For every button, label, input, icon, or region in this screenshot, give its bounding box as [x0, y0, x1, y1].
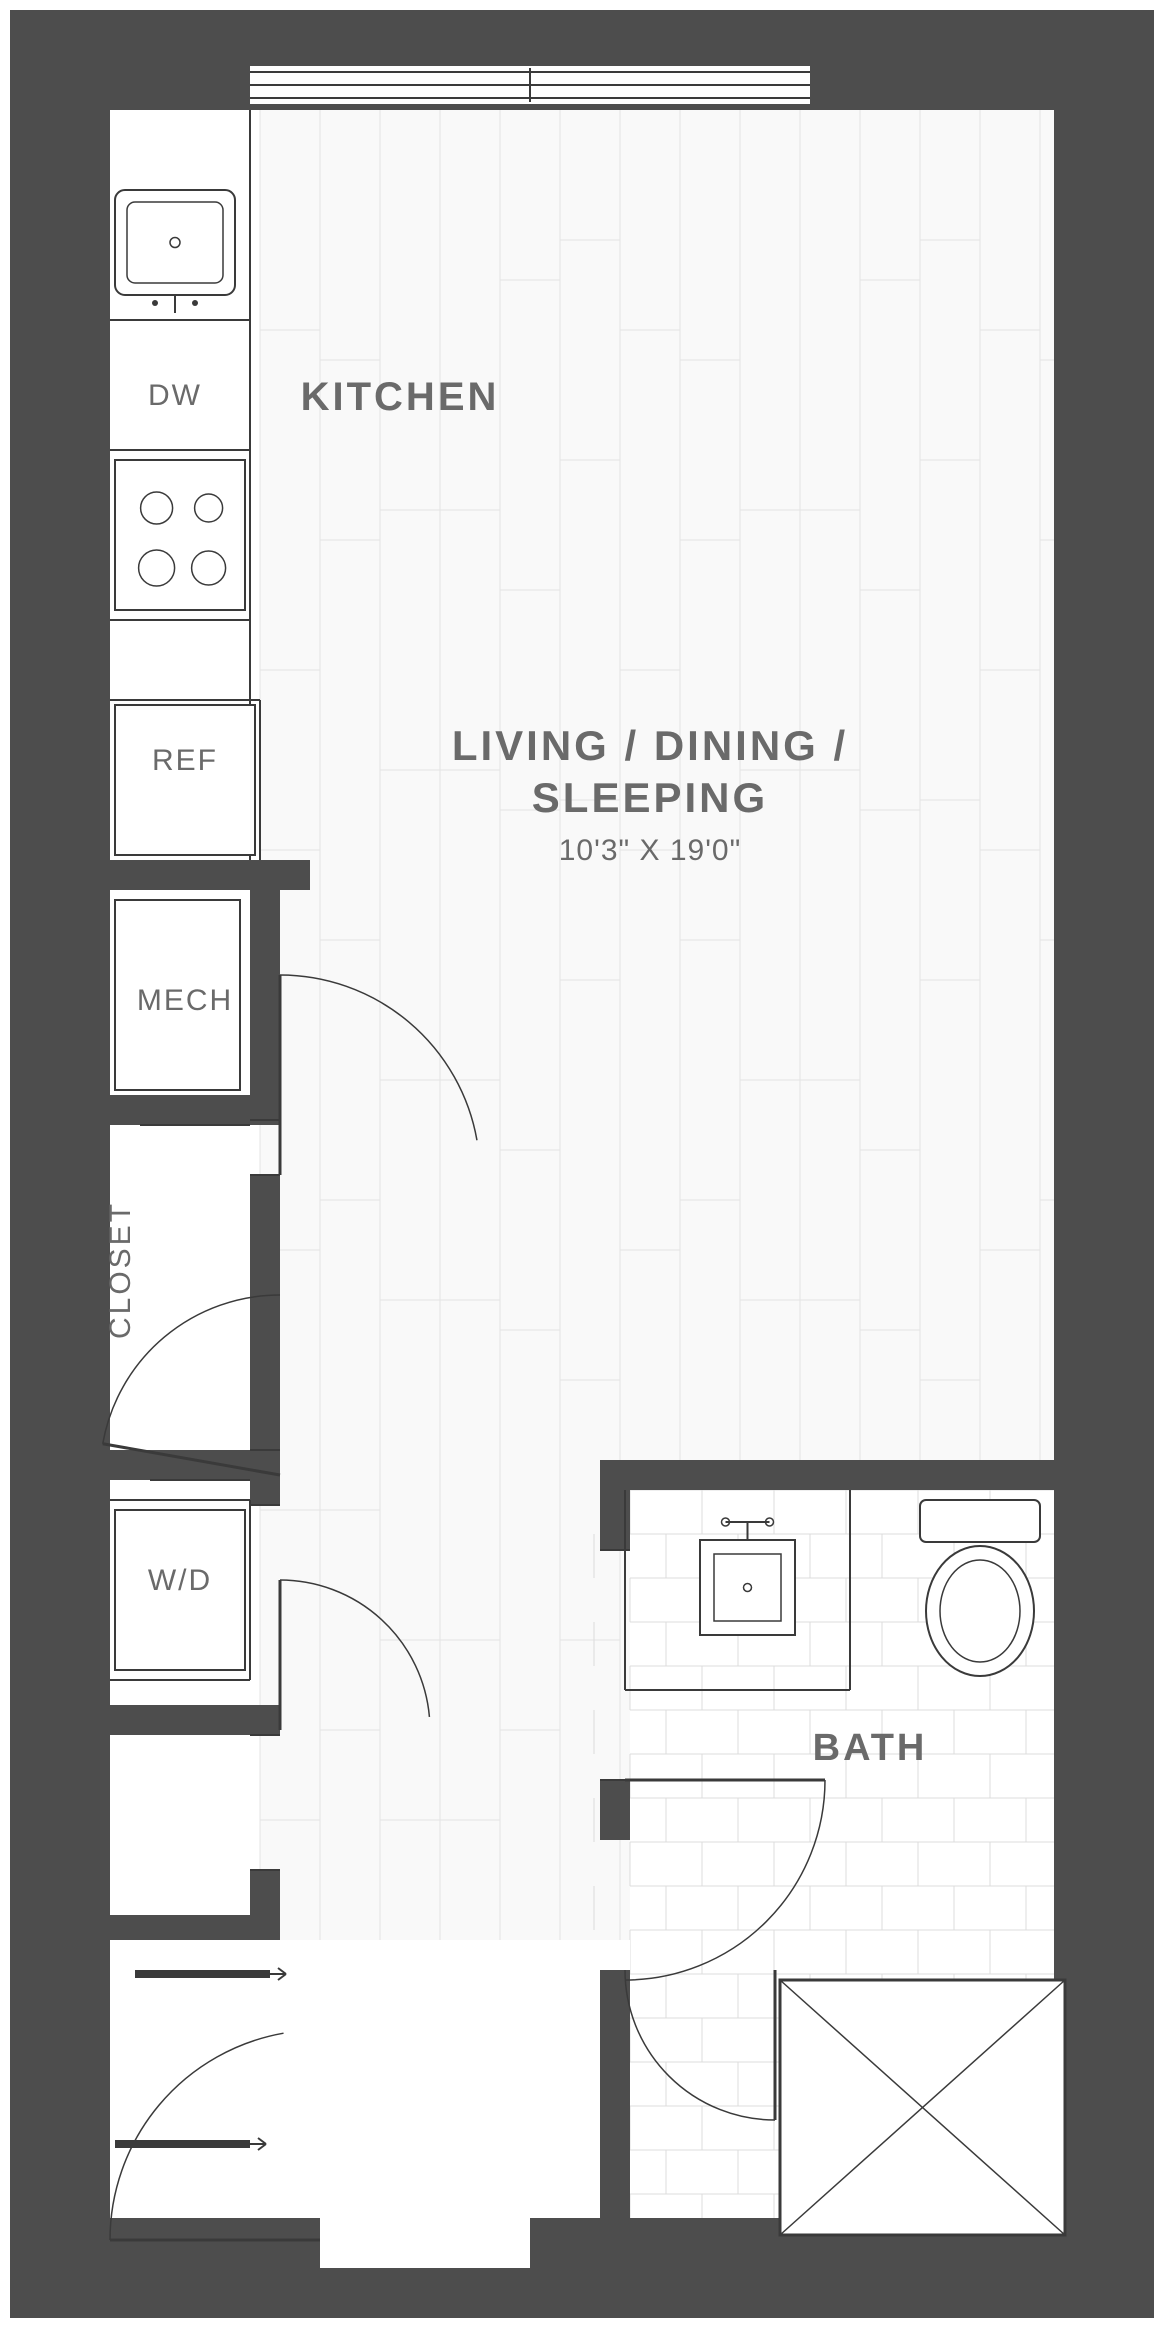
living-label-line2: SLEEPING [532, 774, 768, 821]
refrigerator-icon [115, 705, 255, 855]
toilet-icon [920, 1500, 1040, 1676]
mech-label: MECH [137, 984, 233, 1017]
ref-label: REF [152, 744, 218, 777]
shower-icon [780, 1980, 1065, 2235]
living-label-line1: LIVING / DINING / [452, 722, 848, 769]
floor-plan: KITCHEN LIVING / DINING / SLEEPING 10'3" X … [0, 0, 1164, 2328]
stove-icon [115, 460, 245, 610]
kitchen-sink-icon [115, 190, 235, 313]
closet-label: CLOSET [104, 1201, 137, 1339]
dw-label: DW [148, 379, 202, 412]
bath-label: BATH [813, 1727, 928, 1769]
wd-label: W/D [148, 1564, 212, 1597]
living-dimensions: 10'3" X 19'0" [559, 834, 742, 867]
kitchen-label: KITCHEN [301, 375, 500, 419]
